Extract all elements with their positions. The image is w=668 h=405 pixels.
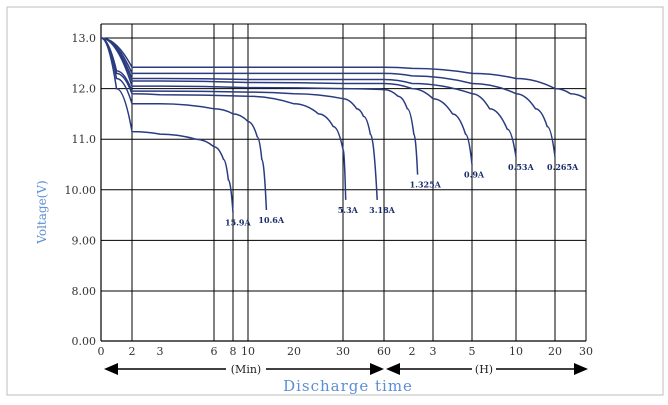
curves [100,37,587,213]
series-label: 5.3A [338,205,359,215]
y-tick-label: 12.0 [72,83,97,96]
tick-labels: 13.012.011.010.009.008.000.000 2 3 6 8 10 20 30… [65,32,594,358]
x-axis-label: Discharge time [283,377,413,395]
series-line [100,37,419,175]
series-line [100,37,347,200]
series-label: 10.6A [258,215,284,225]
series-line [100,37,473,165]
min-right-arrow-head [370,363,384,375]
y-tick-label: 13.0 [72,32,97,45]
series-label: 0.265A [547,162,579,172]
x-tick-label-min: 0 [98,345,105,358]
y-tick-label: 8.00 [72,285,97,298]
series-line [100,37,234,213]
left-arrow-head [104,363,118,375]
x-tick-label-min: 8 [230,345,237,358]
series-line [100,37,268,211]
series-label: 0.9A [464,170,485,180]
y-tick-label: 9.00 [72,234,97,247]
outer-border [6,6,664,396]
x-unit-min: (Min) [231,363,261,376]
x-tick-label-min: 6 [211,345,218,358]
series-line [100,37,517,158]
y-tick-label: 0.00 [72,335,97,348]
x-tick-label-min: 2 [129,345,136,358]
y-tick-label: 10.00 [65,184,97,197]
right-arrow-head [574,363,588,375]
grid [100,23,587,342]
series-line [100,37,587,100]
x-tick-label-h: 3 [430,345,437,358]
curve-labels: 15.9A 10.6A 5.3A 3.18A 1.325A 0.9A 0.53A 0.265A [225,162,579,228]
x-tick-label-h: 2 [409,345,416,358]
x-tick-label-h: 5 [469,345,476,358]
series-label: 3.18A [369,205,395,215]
x-tick-label-min: 3 [157,345,164,358]
x-tick-label-min: 30 [336,345,350,358]
x-unit-h: (H) [475,363,493,376]
series-label: 0.53A [508,162,534,172]
x-tick-label-h: 20 [548,345,562,358]
x-tick-label-min: 10 [241,345,255,358]
y-tick-label: 11.0 [72,133,97,146]
series-line [100,37,378,200]
y-axis-label: Voltage(V) [35,180,49,244]
x-tick-label-min: 60 [377,345,391,358]
x-axis-arrows [104,360,588,376]
x-tick-label-h: 30 [579,345,593,358]
series-label: 15.9A [225,218,251,228]
series-line [100,37,556,157]
h-left-arrow-head [386,363,400,375]
x-tick-label-min: 20 [287,345,301,358]
series-label: 1.325A [410,180,442,190]
x-tick-label-h: 10 [509,345,523,358]
